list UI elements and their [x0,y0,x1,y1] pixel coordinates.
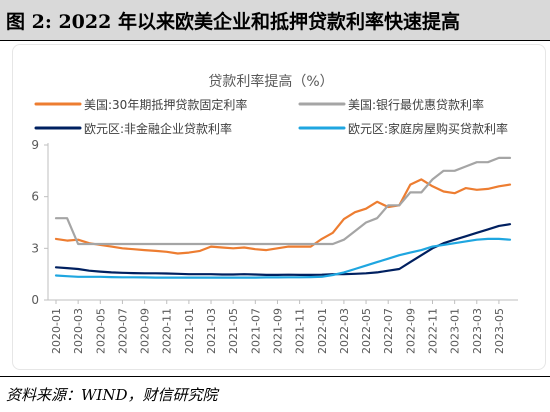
series-line-3 [54,223,512,276]
x-tick-label: 2020-07 [116,308,129,354]
chart-title: 贷款利率提高（%） [208,73,333,90]
series-layer [54,156,512,279]
x-tick-label: 2020-11 [161,308,174,354]
x-tick-label: 2020-03 [72,308,85,354]
x-tick-label: 2021-07 [249,308,262,354]
y-tick-label: 9 [31,138,39,152]
x-tick-label: 2021-09 [271,308,284,354]
x-tick-label: 2021-01 [183,308,196,354]
y-tick-label: 3 [31,241,39,255]
footer-rule [0,376,550,377]
legend-label-2: 美国:银行最优惠贷款利率 [348,97,484,112]
x-tick-label: 2023-03 [471,308,484,354]
x-tick-label: 2022-01 [316,308,329,354]
legend-label-1: 美国:30年期抵押贷款固定利率 [84,97,247,112]
header-rule [0,40,550,41]
figure-title: 图 2: 2022 年以来欧美企业和抵押贷款利率快速提高 [6,11,460,33]
series-line-2 [54,156,512,246]
x-tick-label: 2021-05 [227,308,240,354]
x-tick-label: 2020-05 [94,308,107,354]
figure-header: 图 2: 2022 年以来欧美企业和抵押贷款利率快速提高 [0,0,550,40]
x-tick-label: 2022-07 [382,308,395,354]
x-tick-label: 2021-03 [205,308,218,354]
y-tick-label: 0 [31,293,39,307]
x-tick-label: 2020-01 [50,308,63,354]
x-tick-label: 2022-03 [338,308,351,354]
axes-layer: 0 3 6 9 2020-01 2020-03 2020-05 2020-07 2020-09 2… [31,138,518,354]
x-tick-label: 2022-05 [360,308,373,354]
series-line-4 [54,237,512,279]
x-tick-label: 2023-01 [449,308,462,354]
x-tick-label: 2023-05 [493,308,506,354]
x-tick-label: 2022-09 [404,308,417,354]
legend-label-3: 欧元区:非金融企业贷款利率 [84,121,232,136]
legend-layer: 美国:30年期抵押贷款固定利率 美国:银行最优惠贷款利率欧元区:非金融企业贷款利率… [34,97,508,136]
x-tick-label: 2020-09 [139,308,152,354]
legend-label-4: 欧元区:家庭房屋购买贷款利率 [348,121,508,136]
x-tick-label: 2021-11 [294,308,307,354]
source-note: 资料来源：WIND，财信研究院 [6,386,218,404]
chart-panel [12,44,546,370]
series-line-1 [54,178,512,255]
x-tick-label: 2022-11 [426,308,439,354]
y-tick-label: 6 [31,190,39,204]
